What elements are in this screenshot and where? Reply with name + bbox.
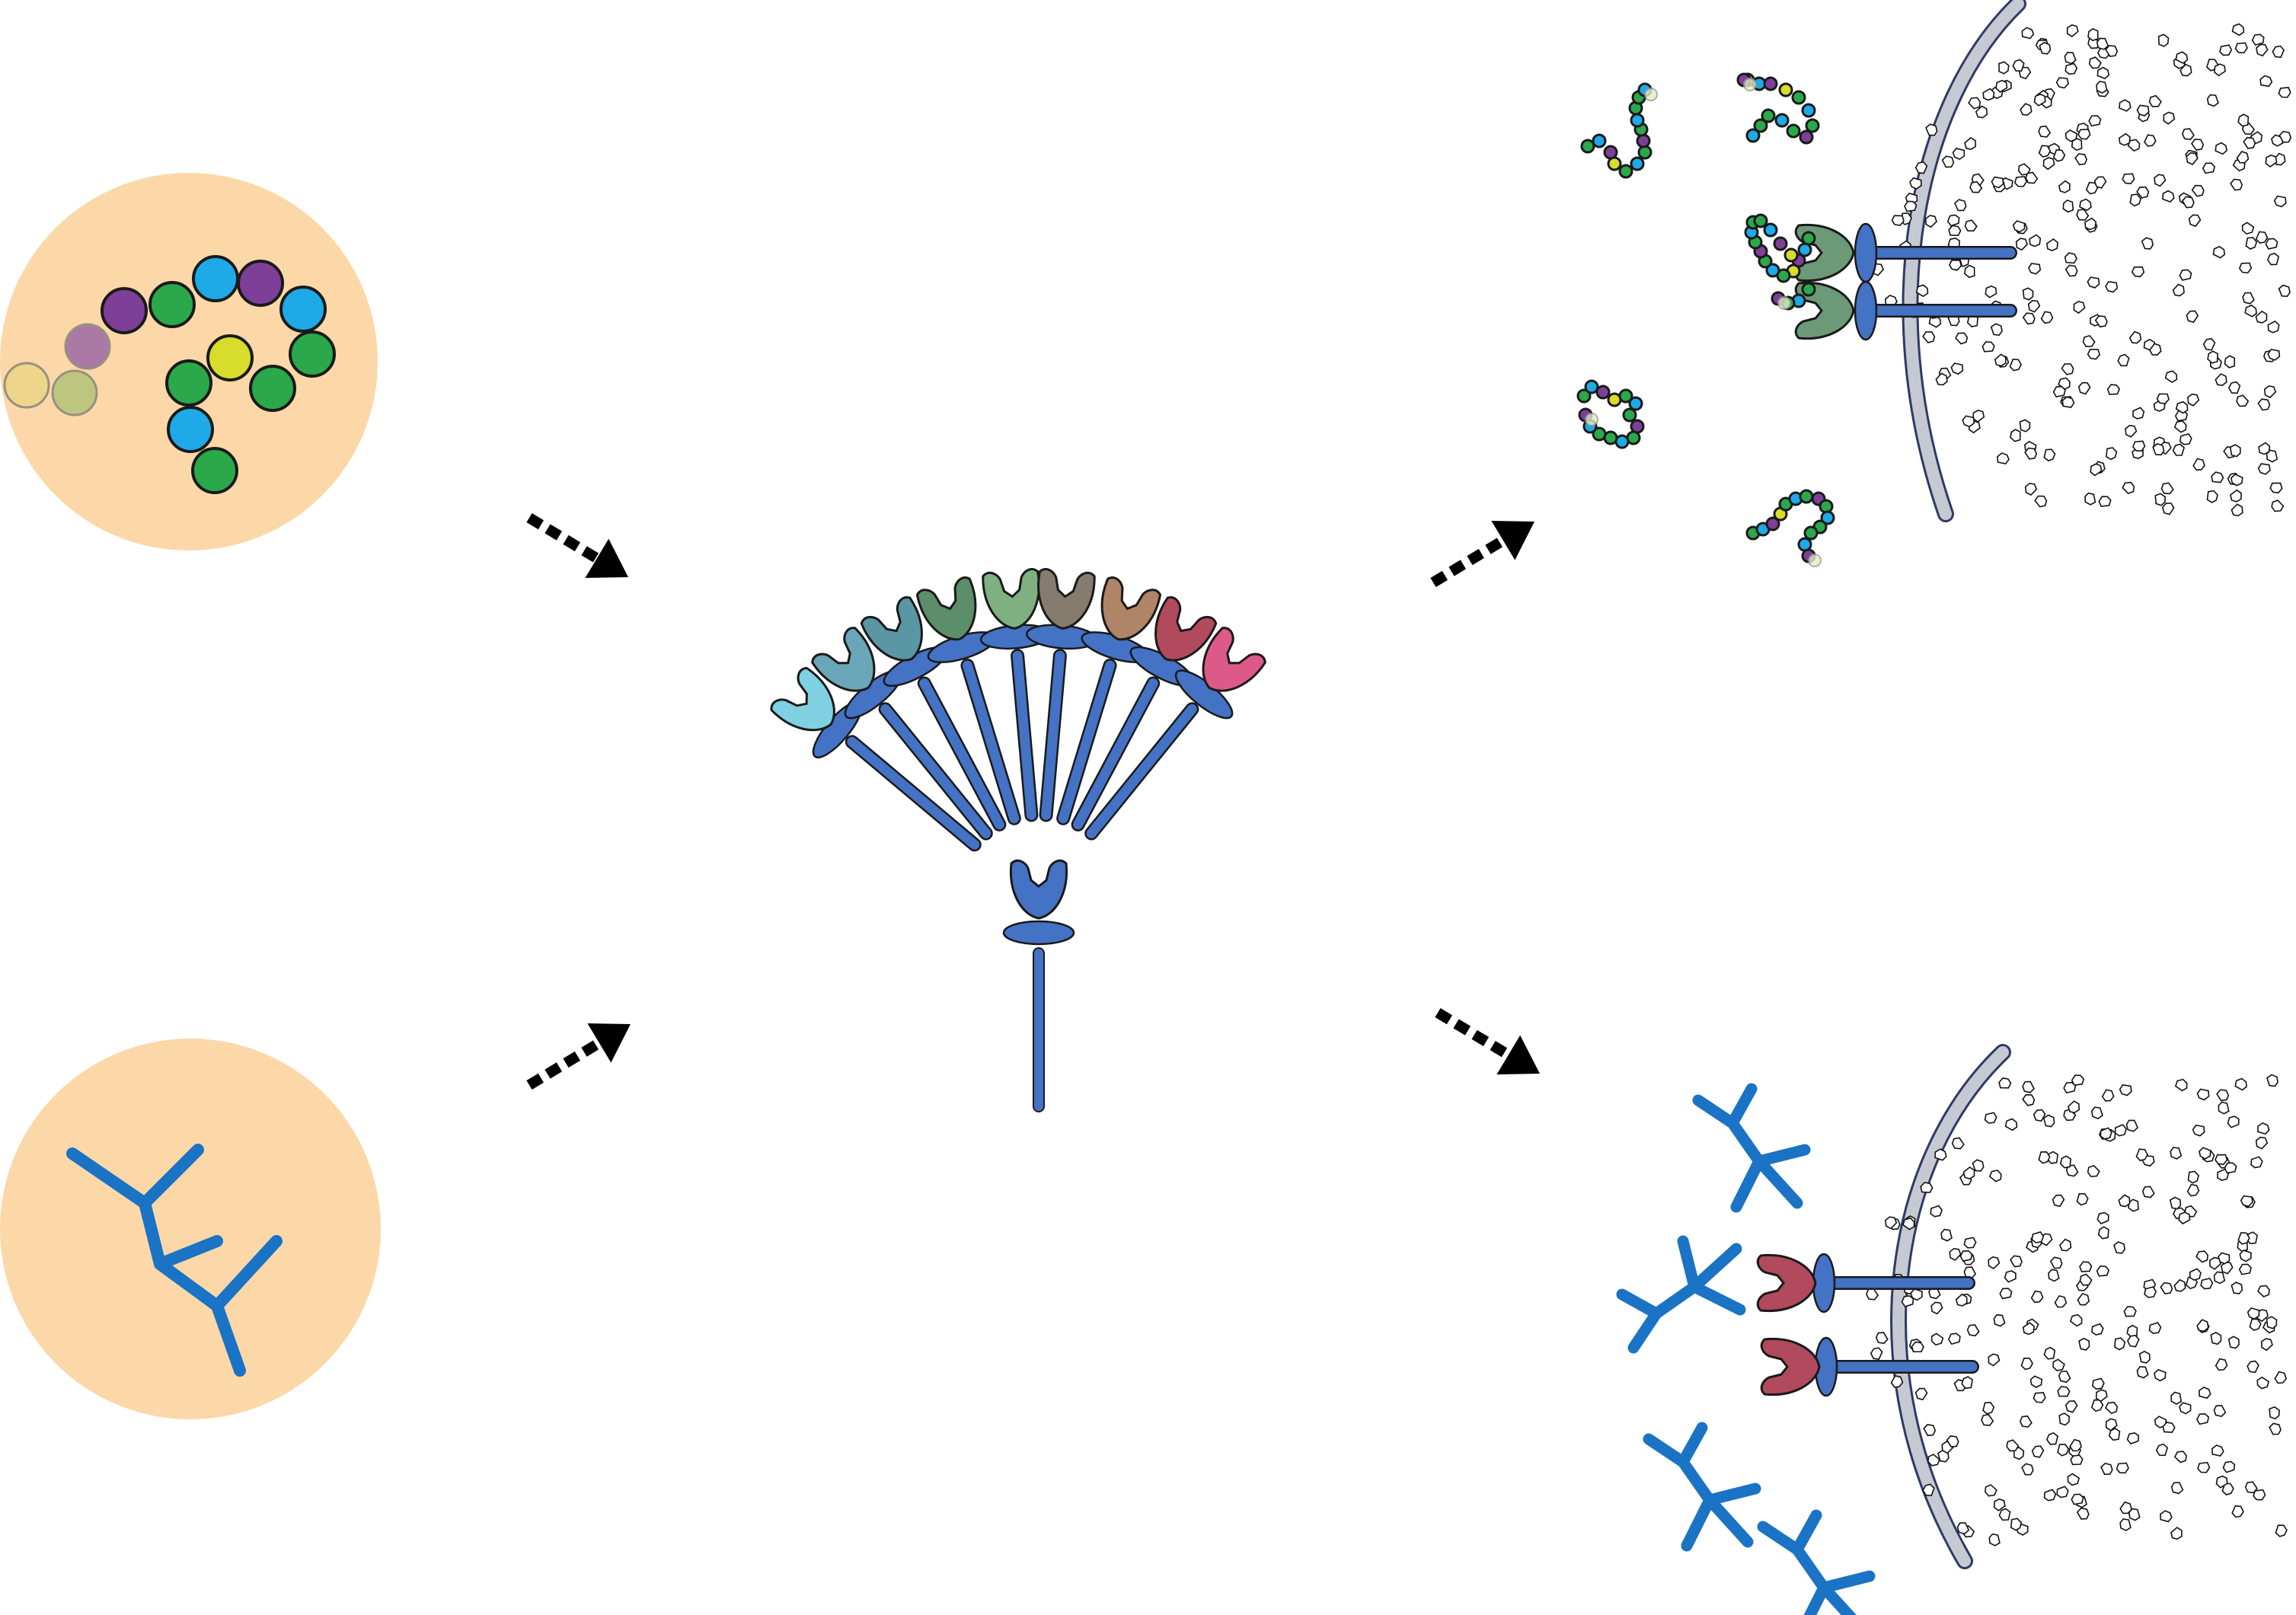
peptide-chain-small bbox=[1744, 213, 1816, 311]
peptide-chain-small bbox=[1576, 379, 1645, 449]
membrane-receptor bbox=[1760, 1336, 1979, 1397]
fading-bead bbox=[51, 369, 98, 417]
center-receptor-base bbox=[1002, 920, 1075, 946]
peptide-bead bbox=[191, 447, 238, 494]
peptide-source-circle bbox=[0, 173, 378, 551]
fading-bead bbox=[64, 323, 111, 370]
membrane-receptor bbox=[1756, 1253, 1975, 1313]
bound-receptors-bottom bbox=[1756, 1253, 1979, 1397]
fading-bead bbox=[3, 362, 50, 409]
branched-y-icon bbox=[66, 1144, 283, 1377]
library-receptor bbox=[1025, 567, 1098, 822]
dashed-arrow bbox=[526, 512, 628, 579]
bound-receptors-top bbox=[1794, 222, 2017, 341]
library-receptor bbox=[809, 624, 993, 841]
cupped-receptor-icon bbox=[1760, 1337, 1821, 1396]
cell-panel-top bbox=[1576, 0, 2293, 567]
free-antibody-polymers bbox=[1616, 1083, 1876, 1615]
library-receptor bbox=[1084, 624, 1269, 841]
polymer-circle-bg bbox=[0, 1039, 381, 1419]
branched-y-icon bbox=[1643, 1422, 1761, 1552]
dashed-arrow bbox=[1435, 1007, 1540, 1075]
peptide-chain-small bbox=[1745, 489, 1835, 567]
membrane-receptor bbox=[1794, 280, 2017, 341]
cupped-receptor-icon bbox=[1756, 1253, 1817, 1313]
free-peptide-chains bbox=[1576, 72, 1835, 567]
library-receptor bbox=[979, 567, 1052, 822]
cupped-receptor-icon bbox=[981, 567, 1044, 633]
branched-y-icon bbox=[1757, 1509, 1876, 1615]
peptide-bead bbox=[167, 406, 214, 453]
membrane-receptor bbox=[1794, 222, 2017, 283]
branched-y-icon bbox=[1616, 1235, 1746, 1354]
cupped-receptor-icon bbox=[1009, 859, 1068, 920]
peptide-bead bbox=[165, 359, 212, 407]
center-receptor-stem bbox=[1033, 947, 1045, 1112]
peptide-chain-small bbox=[1580, 82, 1658, 179]
dashed-arrow bbox=[1430, 521, 1534, 587]
peptide-bead bbox=[237, 260, 284, 307]
dashed-arrow bbox=[526, 1023, 631, 1090]
peptide-bead bbox=[289, 330, 336, 378]
peptide-bead bbox=[249, 365, 296, 412]
branched-y-icon bbox=[1692, 1083, 1811, 1213]
bead-chain-icon bbox=[3, 255, 336, 494]
polymer-source-circle bbox=[0, 1039, 381, 1419]
peptide-bead bbox=[206, 334, 254, 381]
cupped-receptor-icon bbox=[1033, 567, 1097, 633]
receptor-library-fan bbox=[768, 567, 1269, 852]
peptide-bead bbox=[192, 255, 239, 302]
peptide-bead bbox=[279, 286, 327, 333]
center-receptor bbox=[1002, 859, 1075, 1112]
peptide-chain-small bbox=[1736, 72, 1820, 145]
peptide-bead bbox=[101, 287, 148, 334]
cell-panel-bottom bbox=[1616, 1044, 2290, 1615]
dashed-arrow-icon bbox=[526, 512, 1540, 1090]
peptide-bead bbox=[148, 281, 196, 328]
